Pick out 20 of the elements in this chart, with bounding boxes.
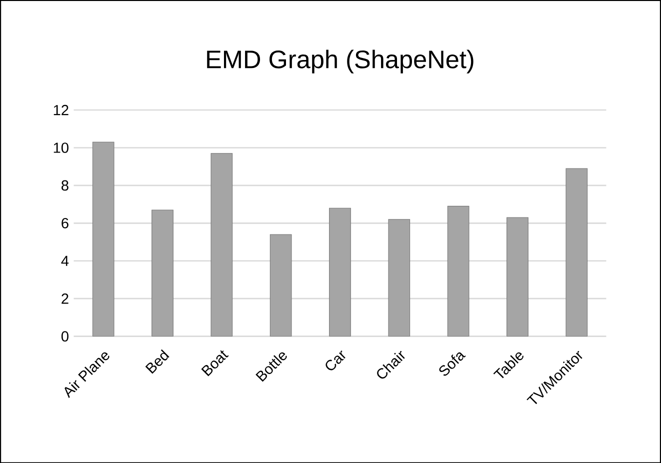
- x-tick-label: Bed: [145, 349, 170, 374]
- y-tick-label: 12: [54, 104, 68, 115]
- bar: [210, 152, 233, 336]
- x-tick-label: Sofa: [439, 352, 466, 376]
- bar: [329, 208, 351, 336]
- bar: [270, 234, 292, 336]
- y-tick-label: 2: [62, 293, 68, 304]
- bar: [92, 142, 114, 336]
- y-tick-label: 8: [62, 180, 68, 190]
- x-tick-label: Car: [326, 350, 346, 370]
- y-tick-label: 6: [62, 218, 68, 228]
- y-tick-label: 10: [54, 142, 68, 153]
- y-tick-label: 0: [61, 330, 68, 342]
- bar: [447, 206, 470, 336]
- chart-title: EMD Graph (ShapeNet): [207, 50, 474, 74]
- bar: [566, 168, 588, 336]
- bar: [152, 210, 174, 336]
- y-tick-label: 4: [61, 256, 69, 266]
- bar: [506, 217, 528, 336]
- bar: [388, 218, 410, 336]
